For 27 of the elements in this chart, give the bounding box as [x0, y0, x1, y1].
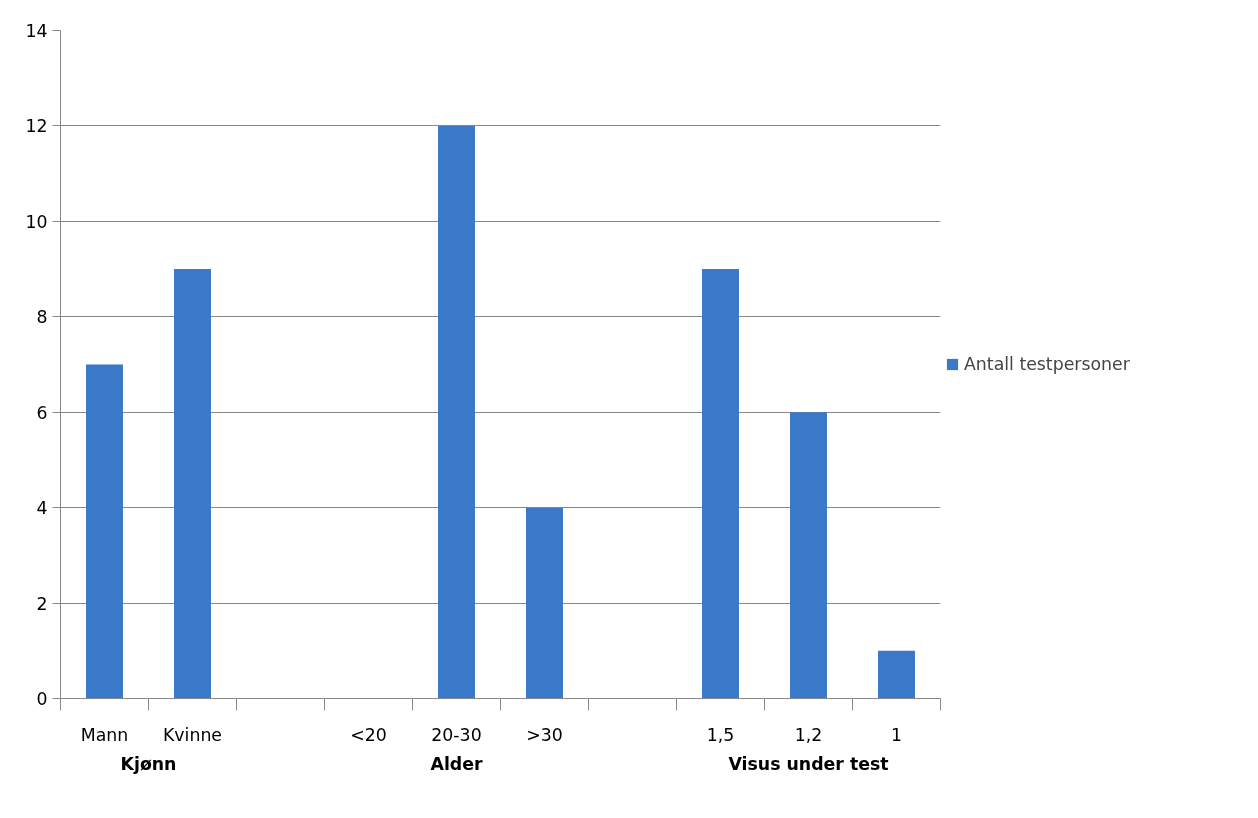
x-tick-label: 1,2 — [794, 724, 823, 745]
text: Kjønn — [120, 753, 177, 774]
y-tick-label: 8 — [36, 307, 48, 328]
x-tick-label: 1 — [890, 724, 903, 745]
bar — [878, 650, 915, 699]
bar — [174, 269, 211, 699]
legend-label: Antall testpersoner — [964, 354, 1130, 374]
text: Alder — [430, 753, 483, 774]
x-tick-label: 20-30 — [431, 724, 482, 745]
x-tick-label: Mann — [80, 724, 129, 745]
text: Visus under test — [728, 753, 889, 774]
y-tick-label: 4 — [36, 498, 48, 519]
bar — [702, 269, 739, 699]
bar — [438, 125, 475, 699]
bar — [790, 412, 827, 699]
y-tick-label: 0 — [36, 689, 48, 709]
y-tick-label: 2 — [36, 593, 48, 614]
y-tick-label: 14 — [25, 21, 48, 41]
y-tick-label: 10 — [25, 211, 48, 232]
y-tick-label: 6 — [36, 402, 48, 423]
x-tick-label: <20 — [350, 724, 387, 745]
x-tick-label: Kvinne — [162, 724, 223, 745]
x-tick-label: 1,5 — [706, 724, 735, 745]
y-tick-label: 12 — [25, 116, 48, 137]
bar — [526, 507, 563, 699]
bar — [86, 364, 123, 699]
x-tick-label: >30 — [526, 724, 563, 745]
